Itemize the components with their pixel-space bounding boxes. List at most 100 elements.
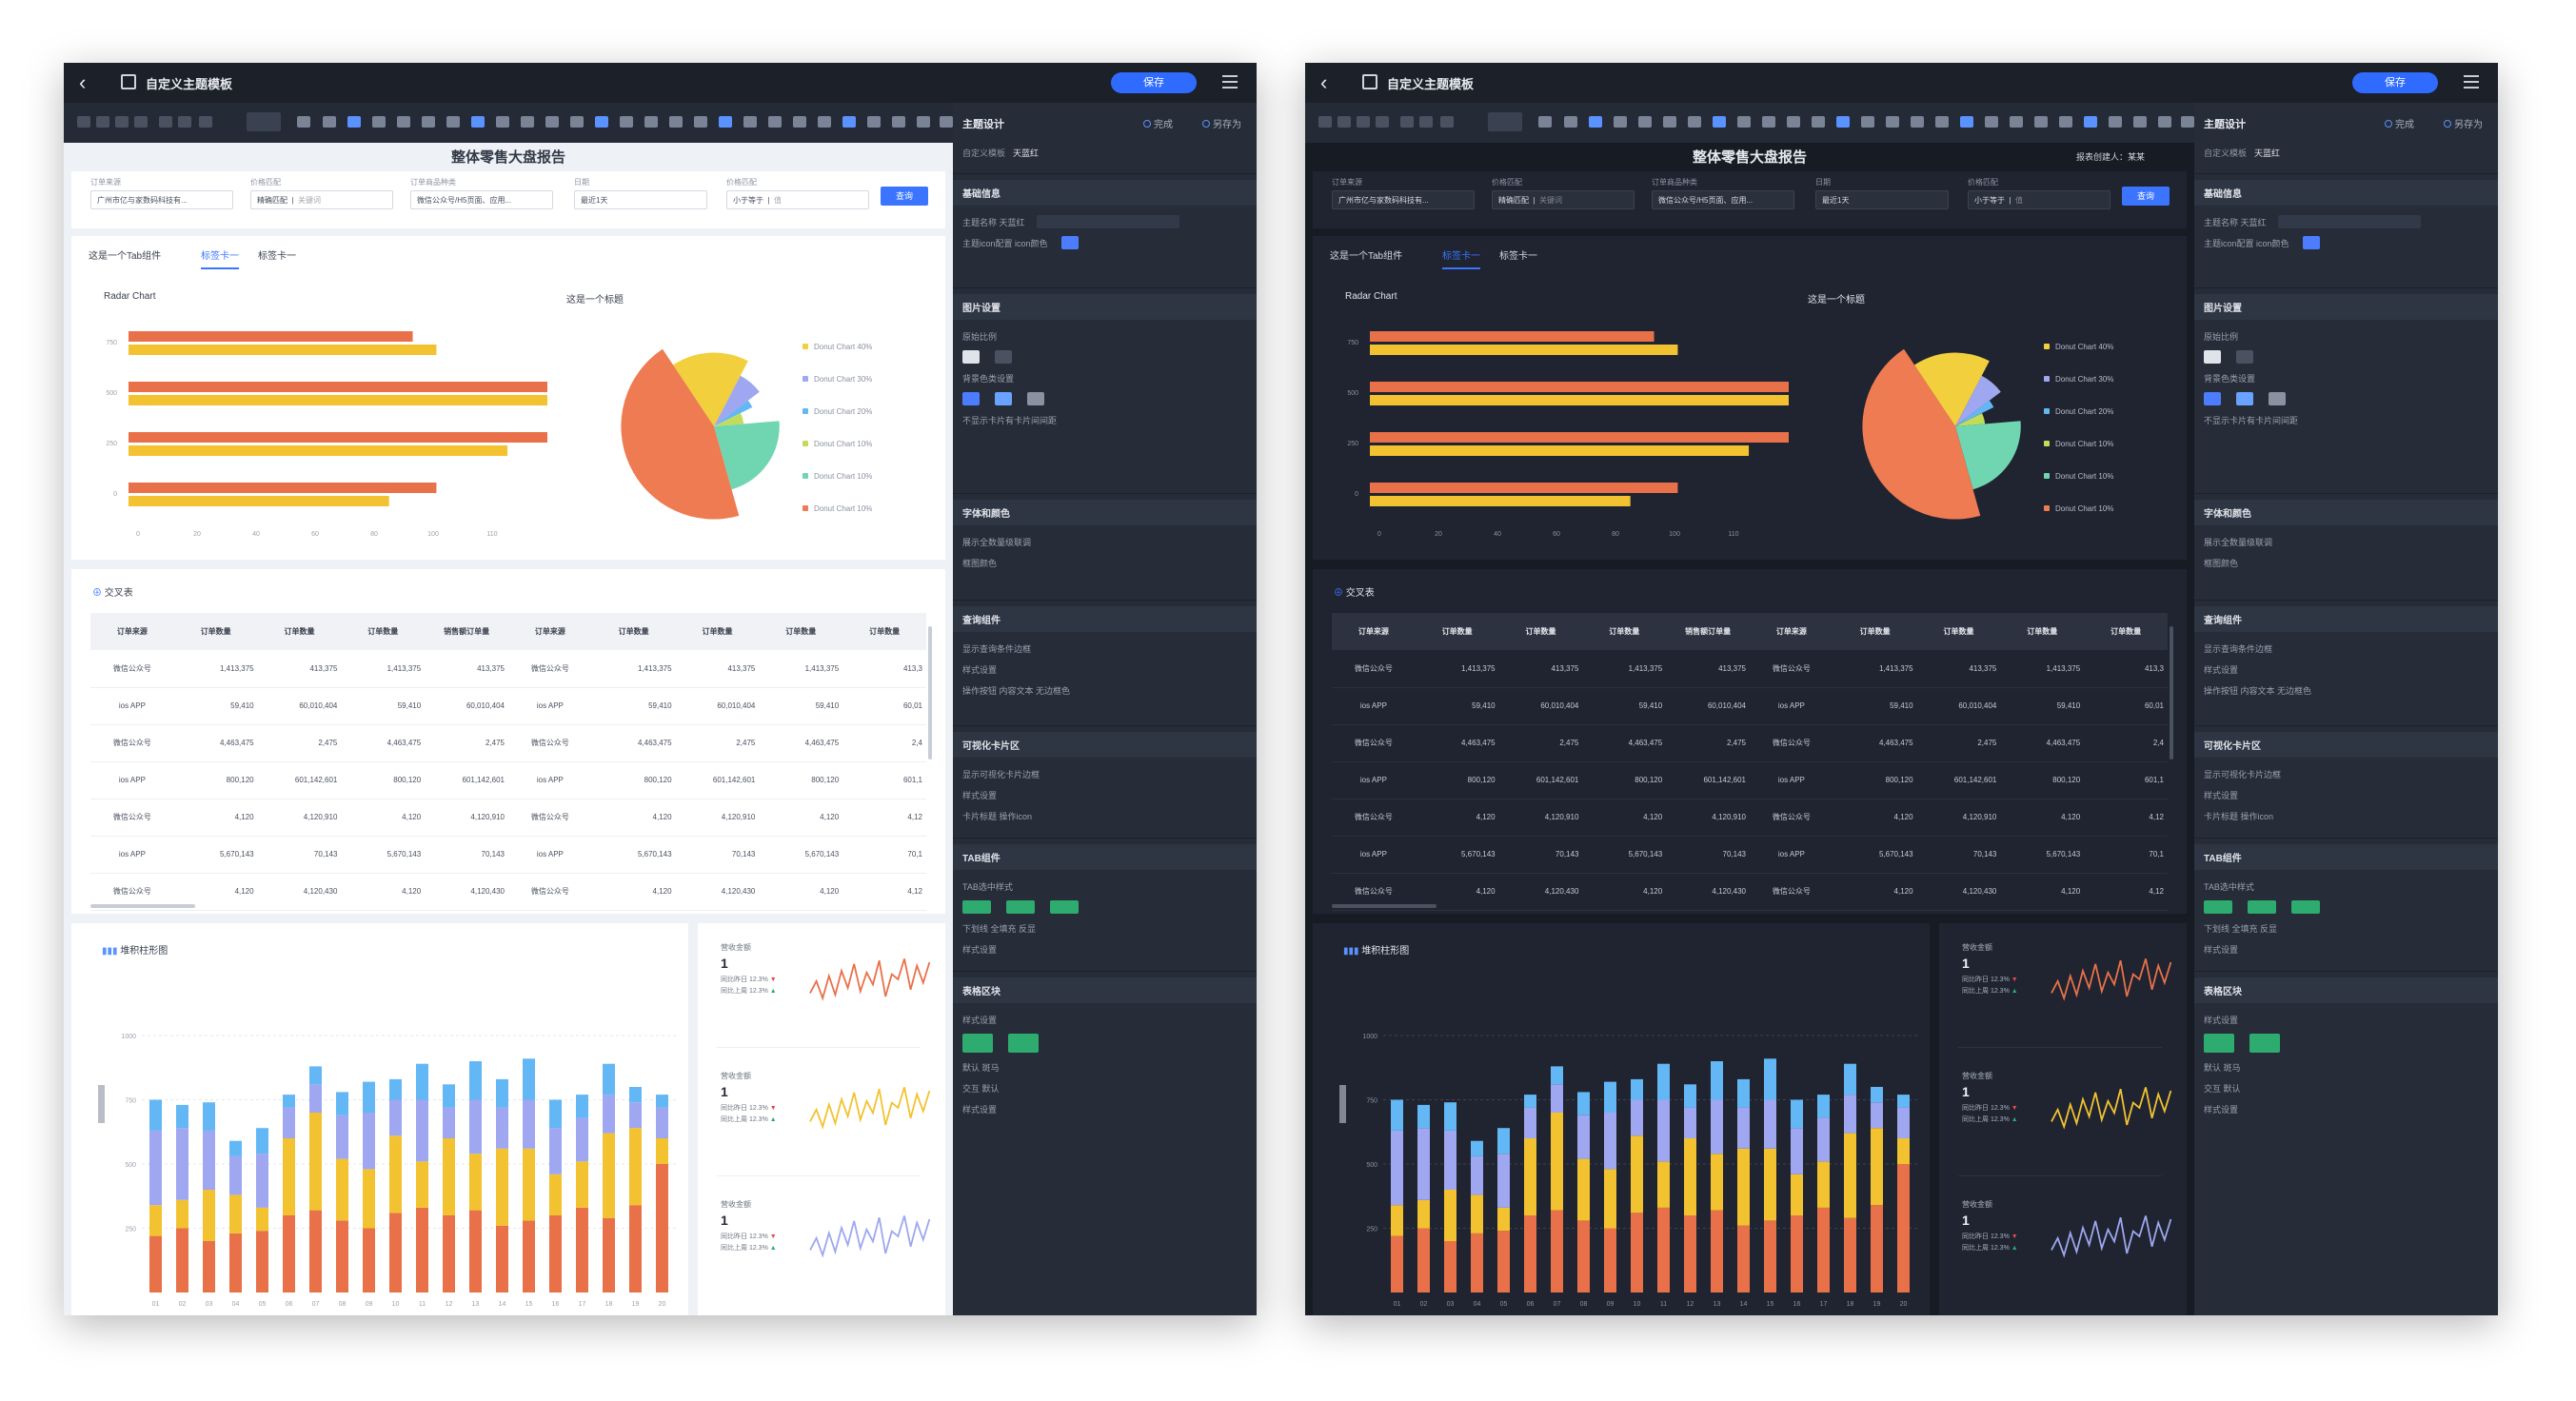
tab-style-swatch[interactable] xyxy=(1050,900,1079,914)
panel-row[interactable]: 样式设置 xyxy=(2204,944,2239,955)
panel-row[interactable]: 样式设置 xyxy=(2204,664,2239,675)
toolbar-tool-icon[interactable] xyxy=(669,116,683,128)
toolbar-tool-icon[interactable] xyxy=(77,116,90,128)
toolbar-tool-icon[interactable] xyxy=(159,116,172,128)
panel-row[interactable]: TAB选中样式 xyxy=(2204,881,2254,892)
vertical-scrollbar[interactable] xyxy=(2170,626,2173,760)
option-swatch[interactable] xyxy=(962,350,980,364)
toolbar-tool-icon[interactable] xyxy=(1538,116,1552,128)
toolbar-tool-icon[interactable] xyxy=(917,116,930,128)
toolbar-tool-icon[interactable] xyxy=(1886,116,1899,128)
filter-input[interactable]: 小于等于 | 值 xyxy=(1968,190,2110,209)
toolbar-tool-icon[interactable] xyxy=(545,116,559,128)
toolbar-tool-icon[interactable] xyxy=(1688,116,1701,128)
toolbar-tool-icon[interactable] xyxy=(940,116,953,128)
toolbar-tool-icon[interactable] xyxy=(743,116,757,128)
filter-input[interactable]: 精确匹配 | 关键词 xyxy=(250,190,393,209)
panel-row[interactable]: 原始比例 xyxy=(962,331,998,342)
panel-row[interactable]: 样式设置 xyxy=(962,1015,998,1025)
column-header[interactable]: 订单数量 xyxy=(842,613,926,650)
toolbar-tool-icon[interactable] xyxy=(620,116,633,128)
filter-input[interactable]: 微信公众号/H5页面、应用... xyxy=(1652,190,1794,209)
panel-section-title[interactable]: 字体和颜色 xyxy=(2194,500,2498,525)
toolbar-tool-icon[interactable] xyxy=(1935,116,1949,128)
option-swatch[interactable] xyxy=(995,350,1012,364)
toolbar-tool-icon[interactable] xyxy=(2109,116,2122,128)
toolbar-tool-icon[interactable] xyxy=(1400,116,1414,128)
option-swatch[interactable] xyxy=(2236,350,2253,364)
icon-color-swatch[interactable] xyxy=(1060,236,1079,249)
panel-row[interactable]: 交互 默认 xyxy=(962,1083,1000,1094)
toolbar-tool-icon[interactable] xyxy=(115,116,129,128)
toolbar-tool-icon[interactable] xyxy=(134,116,148,128)
column-header[interactable]: 销售额订单量 xyxy=(425,613,508,650)
toolbar-tool-icon[interactable] xyxy=(1836,116,1850,128)
column-header[interactable]: 订单数量 xyxy=(591,613,676,650)
toolbar-tool-icon[interactable] xyxy=(595,116,608,128)
toolbar-tool-icon[interactable] xyxy=(719,116,732,128)
filter-input[interactable]: 广州市亿与家数码科技有... xyxy=(90,190,233,209)
panel-row[interactable]: 样式设置 xyxy=(2204,1015,2239,1025)
save-as-option[interactable]: 另存为 xyxy=(2444,116,2483,130)
column-header[interactable]: 订单数量 xyxy=(759,613,843,650)
panel-row[interactable]: 框图颜色 xyxy=(2204,558,2239,568)
query-button[interactable]: 查询 xyxy=(2122,187,2170,206)
horizontal-scrollbar[interactable] xyxy=(90,904,195,908)
toolbar-tool-icon[interactable] xyxy=(1638,116,1652,128)
panel-row[interactable]: 展示全数量级联调 xyxy=(2204,537,2273,547)
panel-row[interactable]: 下划线 全填充 反显 xyxy=(2204,923,2278,934)
toolbar-tool-icon[interactable] xyxy=(2133,116,2147,128)
panel-row[interactable]: 操作按钮 内容文本 无边框色 xyxy=(962,685,1071,696)
panel-row[interactable]: 原始比例 xyxy=(2204,331,2239,342)
column-header[interactable]: 订单数量 xyxy=(1498,613,1583,650)
menu-icon[interactable] xyxy=(1218,71,1242,94)
filter-input[interactable]: 广州市亿与家数码科技有... xyxy=(1332,190,1475,209)
toolbar-tool-icon[interactable] xyxy=(818,116,831,128)
tab-1[interactable]: 标签卡一 xyxy=(201,247,239,269)
panel-row[interactable]: 显示可视化卡片边框 xyxy=(962,769,1040,779)
horizontal-scrollbar[interactable] xyxy=(1332,904,1437,908)
column-header[interactable]: 订单来源 xyxy=(90,613,174,650)
panel-section-title[interactable]: TAB组件 xyxy=(953,844,1257,870)
column-header[interactable]: 订单数量 xyxy=(2000,613,2085,650)
tab-0[interactable]: 这是一个Tab组件 xyxy=(89,251,162,262)
panel-section-title[interactable]: TAB组件 xyxy=(2194,844,2498,870)
panel-section-title[interactable]: 字体和颜色 xyxy=(953,500,1257,525)
panel-section-title[interactable]: 查询组件 xyxy=(2194,606,2498,632)
column-header[interactable]: 订单数量 xyxy=(257,613,342,650)
column-header[interactable]: 订单数量 xyxy=(2084,613,2168,650)
column-header[interactable]: 订单来源 xyxy=(1332,613,1416,650)
column-header[interactable]: 订单来源 xyxy=(507,613,592,650)
panel-row[interactable]: 背景色类设置 xyxy=(2204,373,2256,384)
panel-row[interactable]: 显示可视化卡片边框 xyxy=(2204,769,2282,779)
toolbar-tool-icon[interactable] xyxy=(1737,116,1751,128)
panel-section-title[interactable]: 图片设置 xyxy=(953,294,1257,320)
option-swatch[interactable] xyxy=(2204,350,2221,364)
theme-name-input[interactable] xyxy=(1036,215,1179,228)
toolbar-tool-icon[interactable] xyxy=(1663,116,1676,128)
toolbar-tool-icon[interactable] xyxy=(1419,116,1433,128)
toolbar-tool-icon[interactable] xyxy=(446,116,460,128)
toolbar-tool-icon[interactable] xyxy=(1564,116,1577,128)
toolbar-tool-icon[interactable] xyxy=(1589,116,1602,128)
toolbar-tool-icon[interactable] xyxy=(397,116,410,128)
toolbar-tool-icon[interactable] xyxy=(644,116,658,128)
panel-row[interactable]: 样式设置 xyxy=(962,790,998,800)
panel-row[interactable]: 下划线 全填充 反显 xyxy=(962,923,1037,934)
toolbar-dropdown[interactable] xyxy=(247,112,281,131)
panel-row[interactable]: 样式设置 xyxy=(2204,790,2239,800)
tab-2[interactable]: 标签卡一 xyxy=(258,251,296,262)
save-button[interactable]: 保存 xyxy=(2352,72,2438,93)
panel-row[interactable]: 主题icon配置 icon颜色 xyxy=(2204,232,2488,253)
toolbar-tool-icon[interactable] xyxy=(1440,116,1454,128)
toolbar-tool-icon[interactable] xyxy=(471,116,485,128)
panel-row[interactable]: 样式设置 xyxy=(962,664,998,675)
finish-option[interactable]: 完成 xyxy=(2385,116,2414,130)
toolbar-tool-icon[interactable] xyxy=(2059,116,2072,128)
panel-row[interactable]: 交互 默认 xyxy=(2204,1083,2241,1094)
panel-row[interactable]: 不显示卡片有卡片间间距 xyxy=(962,415,1058,425)
table-style-swatch[interactable] xyxy=(2249,1034,2280,1053)
table-style-swatch[interactable] xyxy=(2204,1034,2234,1053)
toolbar-tool-icon[interactable] xyxy=(1985,116,1998,128)
tab-style-swatch[interactable] xyxy=(2291,900,2320,914)
